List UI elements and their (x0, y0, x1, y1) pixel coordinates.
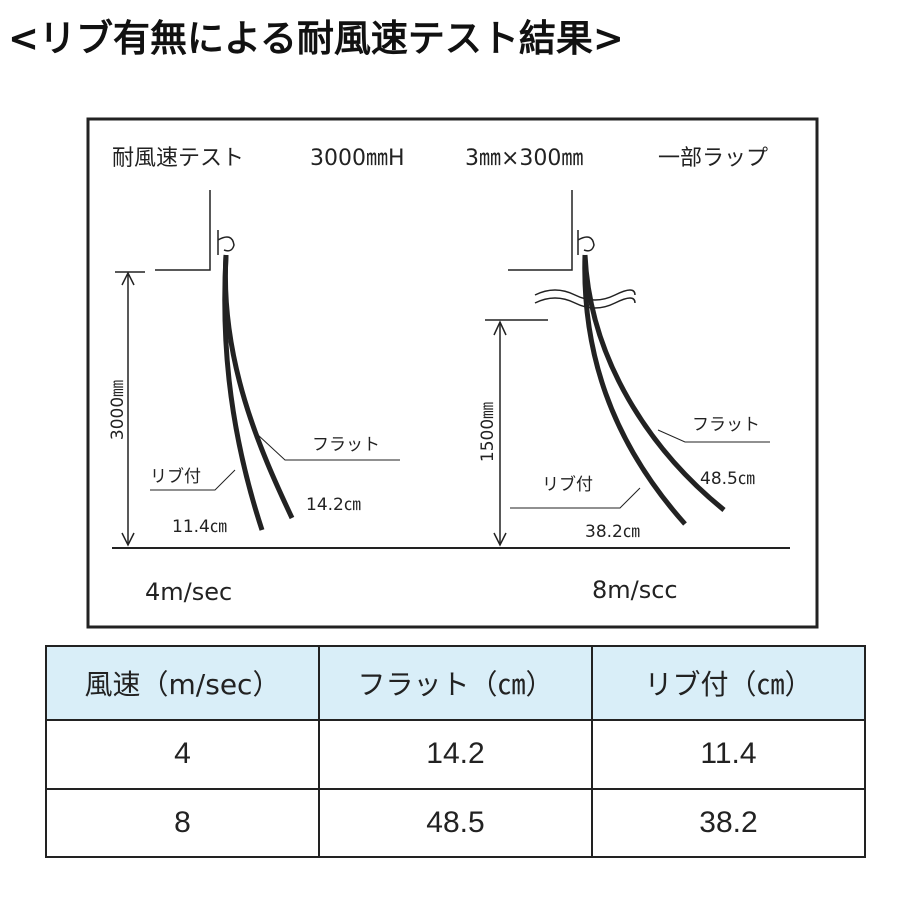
header-cell: リブ付（㎝） (591, 645, 866, 721)
table-row: 4 14.2 11.4 (45, 719, 866, 790)
height-label: 1500㎜ (478, 402, 498, 462)
left-labels: 3000㎜ フラット リブ付 14.2㎝ 11.4㎝ 4m/sec (108, 380, 380, 606)
speed-label: 4m/sec (145, 578, 232, 606)
header-text: 耐風速テスト (112, 146, 244, 171)
cell: 38.2 (591, 787, 866, 858)
header-text: 一部ラップ (658, 146, 768, 171)
left-drawing (112, 190, 790, 549)
cell: 48.5 (318, 787, 593, 858)
table-row: 8 48.5 38.2 (45, 787, 866, 858)
right-labels: 1500㎜ フラット リブ付 48.5㎝ 38.2㎝ 8m/scc (478, 402, 760, 604)
diagram: 耐風速テスト 3000㎜H 3㎜×300㎜ 一部ラップ 3000㎜ フラット リ… (86, 117, 819, 629)
flat-value: 14.2㎝ (306, 495, 361, 515)
cell: 11.4 (591, 719, 866, 790)
right-drawing (485, 190, 770, 547)
header: 耐風速テスト 3000㎜H 3㎜×300㎜ 一部ラップ (112, 146, 768, 171)
cell: 4 (45, 719, 320, 790)
height-label: 3000㎜ (108, 380, 128, 440)
rib-value: 38.2㎝ (585, 522, 640, 542)
header-cell: 風速（m/sec） (45, 645, 320, 721)
header-text: 3㎜×300㎜ (465, 146, 583, 171)
result-table: 風速（m/sec） フラット（㎝） リブ付（㎝） 4 14.2 11.4 8 4… (45, 645, 866, 858)
cell: 8 (45, 787, 320, 858)
speed-label: 8m/scc (592, 576, 678, 604)
title: <リブ有無による耐風速テスト結果> (8, 17, 624, 60)
cell: 14.2 (318, 719, 593, 790)
rib-label: リブ付 (150, 466, 201, 487)
rib-value: 11.4㎝ (172, 517, 227, 537)
diagram-frame (86, 117, 819, 629)
flat-value: 48.5㎝ (700, 469, 755, 489)
header-text: 3000㎜H (310, 146, 405, 171)
table-header: 風速（m/sec） フラット（㎝） リブ付（㎝） (45, 645, 866, 721)
flat-label: フラット (312, 435, 380, 455)
rib-label: リブ付 (542, 474, 593, 495)
header-cell: フラット（㎝） (318, 645, 593, 721)
flat-label: フラット (692, 415, 760, 435)
